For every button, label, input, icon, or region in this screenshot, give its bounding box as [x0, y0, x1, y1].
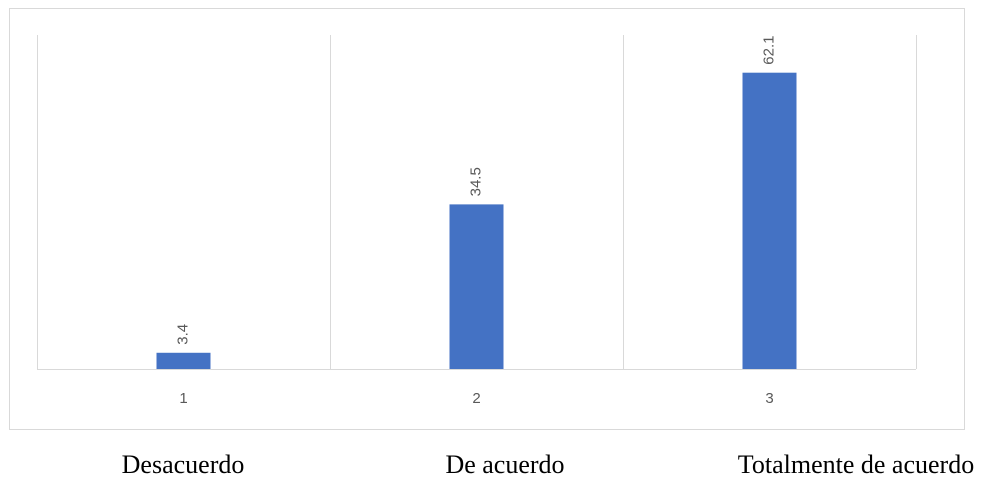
x-tick-label-2: 2 — [472, 390, 480, 407]
bar-1 — [156, 352, 211, 369]
x-tick-label-3: 3 — [765, 390, 773, 407]
data-label-2: 34.5 — [467, 167, 484, 196]
bar-3 — [742, 72, 797, 370]
bar-2 — [449, 204, 504, 369]
x-tick-label-1: 1 — [179, 390, 187, 407]
data-label-1: 3.4 — [174, 324, 191, 345]
data-label-3: 62.1 — [760, 35, 777, 64]
caption-2: De acuerdo — [445, 450, 565, 479]
caption-1: Desacuerdo — [121, 450, 245, 479]
caption-3: Totalmente de acuerdo — [737, 450, 975, 479]
